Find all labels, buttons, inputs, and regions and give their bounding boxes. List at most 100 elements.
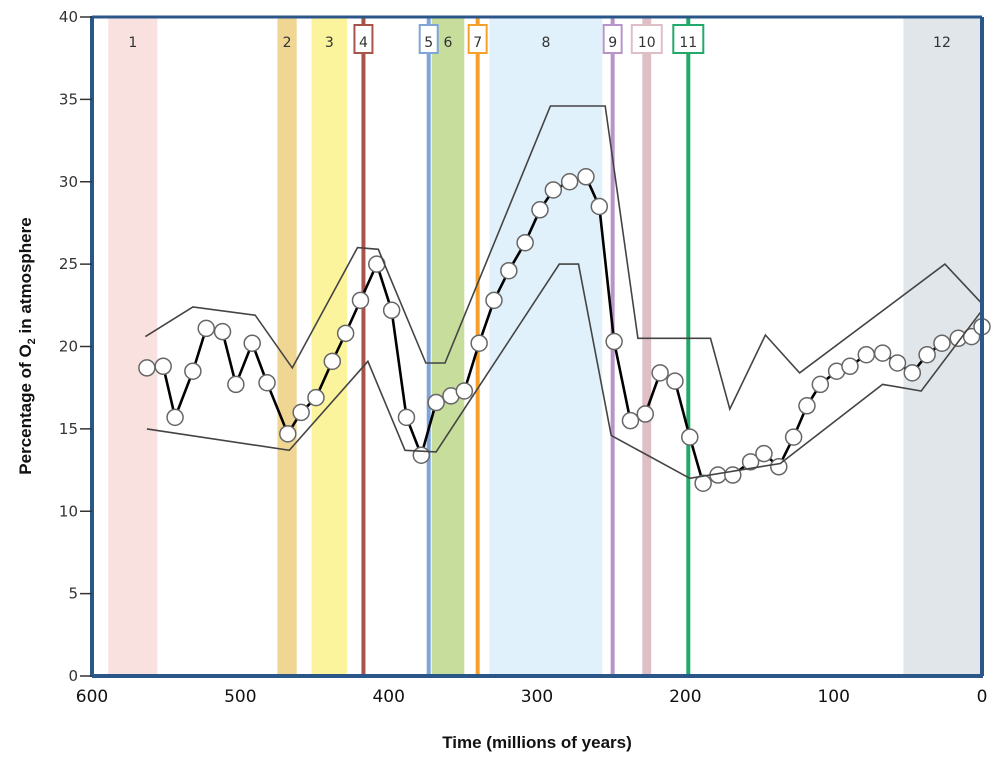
- data-point: [755, 444, 773, 463]
- y-tick-label: 40: [59, 8, 78, 26]
- data-point: [636, 405, 655, 423]
- data-point: [382, 301, 401, 320]
- data-point: [336, 324, 355, 343]
- data-point: [798, 397, 816, 415]
- data-point: [918, 345, 936, 364]
- data-point: [138, 359, 156, 377]
- data-point: [243, 334, 261, 352]
- event-bands: [108, 17, 981, 676]
- series-line-upper-bound: [144, 105, 983, 412]
- data-point: [605, 332, 623, 351]
- event-label-box-11: [672, 24, 705, 54]
- data-point: [903, 364, 922, 382]
- y-axis-title-suffix: in atmosphere: [16, 217, 35, 338]
- data-point: [933, 334, 951, 352]
- event-band-6: [431, 17, 465, 676]
- data-point: [184, 362, 202, 380]
- data-point: [397, 408, 416, 427]
- y-axis: 0 5 10 15 20 25 30 35 40: [59, 8, 92, 685]
- data-point: [531, 201, 549, 219]
- data-point: [323, 352, 342, 371]
- event-label-8: 8: [541, 35, 550, 51]
- data-point: [560, 173, 579, 191]
- data-point: [351, 291, 370, 310]
- y-tick-label: 35: [59, 90, 78, 108]
- data-point: [666, 372, 684, 390]
- event-label-3: 3: [325, 35, 334, 51]
- y-tick-label: 15: [59, 420, 78, 438]
- event-band-3: [311, 17, 348, 676]
- event-label-box-10: [630, 24, 663, 54]
- data-point: [681, 428, 699, 446]
- data-point: [197, 319, 215, 338]
- event-band-2: [277, 17, 297, 676]
- data-point: [770, 458, 788, 476]
- event-labels: 1 2 3 4 5 6 7 8 9 10 11 12: [128, 24, 951, 54]
- series-line-lower-bound: [146, 263, 983, 480]
- x-tick-label: 400: [372, 687, 404, 707]
- x-tick-label: 0: [977, 687, 988, 707]
- data-point: [651, 364, 669, 382]
- y-tick-label: 0: [68, 667, 78, 685]
- data-point: [724, 466, 742, 484]
- event-label-12: 12: [933, 35, 951, 51]
- data-point: [455, 382, 474, 400]
- event-label-4: 4: [359, 35, 368, 51]
- event-label-box-7: [467, 24, 488, 54]
- data-point: [621, 411, 640, 430]
- y-tick-label: 20: [59, 338, 78, 356]
- data-point: [873, 344, 892, 362]
- data-point: [258, 373, 276, 392]
- event-label-7: 7: [473, 35, 482, 51]
- event-label-box-4: [353, 24, 374, 54]
- data-point: [166, 408, 184, 427]
- x-tick-label: 300: [521, 687, 553, 707]
- data-point: [694, 474, 712, 492]
- event-label-1: 1: [128, 35, 137, 51]
- data-point: [307, 388, 325, 407]
- x-tick-label: 600: [76, 687, 108, 707]
- data-point: [227, 375, 245, 394]
- event-label-6: 6: [444, 35, 453, 51]
- y-axis-title: Percentage of O2 in atmosphere: [16, 217, 38, 474]
- event-label-box-9: [602, 24, 623, 54]
- data-point: [516, 233, 534, 252]
- data-point: [577, 168, 595, 186]
- data-point: [590, 197, 609, 216]
- data-point: [485, 291, 503, 310]
- data-point: [857, 345, 876, 364]
- y-tick-label: 10: [59, 502, 78, 520]
- event-band-1: [108, 17, 158, 676]
- event-label-box-5: [418, 24, 439, 54]
- x-axis-title: Time (millions of years): [442, 733, 632, 752]
- y-tick-label: 25: [59, 255, 78, 273]
- y-tick-label: 30: [59, 173, 78, 191]
- data-point: [470, 334, 488, 352]
- data-point: [811, 375, 830, 394]
- data-point: [544, 181, 563, 199]
- data-point: [154, 357, 172, 376]
- x-tick-label: 200: [669, 687, 701, 707]
- data-point: [500, 261, 518, 280]
- data-point: [841, 357, 859, 376]
- x-axis: 600 500 400 300 200 100 0: [76, 687, 988, 707]
- event-label-2: 2: [283, 35, 292, 51]
- event-label-10: 10: [638, 35, 656, 51]
- y-tick-label: 5: [68, 585, 78, 603]
- event-band-10: [642, 17, 652, 676]
- x-tick-label: 100: [817, 687, 849, 707]
- event-band-8: [489, 17, 603, 676]
- data-point: [412, 446, 431, 464]
- x-tick-label: 500: [224, 687, 256, 707]
- event-label-9: 9: [608, 35, 617, 51]
- event-label-11: 11: [679, 35, 697, 51]
- event-label-5: 5: [424, 35, 433, 51]
- data-point: [213, 322, 232, 341]
- data-point: [741, 453, 760, 471]
- y-axis-title-subscript: 2: [26, 338, 38, 344]
- data-point: [888, 354, 907, 372]
- series-layer: [138, 105, 991, 492]
- data-point: [292, 403, 310, 422]
- data-point: [279, 425, 297, 443]
